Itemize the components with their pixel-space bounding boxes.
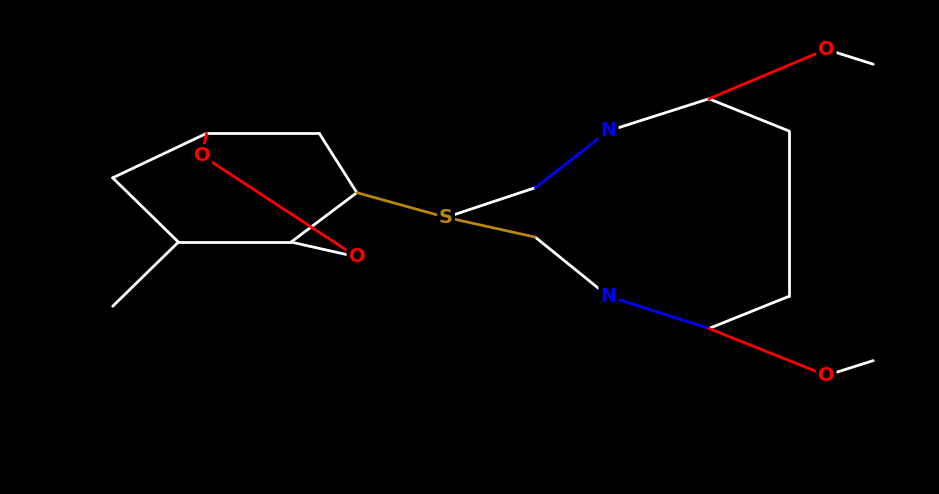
Text: N: N — [600, 287, 617, 306]
Text: O: O — [818, 40, 835, 59]
Text: S: S — [439, 208, 453, 227]
Text: O: O — [818, 366, 835, 385]
Text: N: N — [600, 122, 617, 140]
Text: O: O — [193, 146, 210, 165]
Text: O: O — [348, 247, 365, 266]
